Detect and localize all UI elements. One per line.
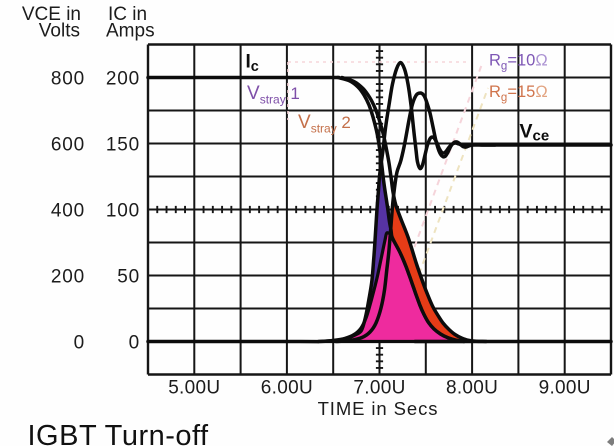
svg-text:Rg=15Ω: Rg=15Ω (489, 83, 548, 104)
svg-text:Volts: Volts (39, 21, 80, 42)
svg-text:TIME in Secs: TIME in Secs (318, 398, 439, 419)
svg-text:5.00U: 5.00U (168, 378, 220, 399)
svg-text:9.00U: 9.00U (539, 378, 591, 399)
svg-text:150: 150 (106, 135, 140, 156)
svg-text:Amps: Amps (106, 21, 155, 42)
svg-text:200: 200 (51, 267, 85, 288)
svg-text:IC in: IC in (108, 4, 147, 25)
svg-text:0: 0 (129, 333, 140, 354)
svg-text:400: 400 (51, 201, 85, 222)
svg-text:8.00U: 8.00U (446, 378, 498, 399)
svg-text:VCE in: VCE in (22, 4, 81, 25)
svg-text:50: 50 (117, 267, 140, 288)
svg-text:200: 200 (106, 69, 140, 90)
svg-text:IGBT Turn-off: IGBT Turn-off (28, 420, 210, 446)
svg-text:6.00U: 6.00U (261, 378, 313, 399)
svg-text:0: 0 (74, 333, 85, 354)
svg-text:600: 600 (51, 135, 85, 156)
svg-text:Rg=10Ω: Rg=10Ω (489, 52, 548, 73)
svg-text:100: 100 (106, 201, 140, 222)
svg-text:7.00U: 7.00U (353, 378, 405, 399)
svg-text:800: 800 (51, 69, 85, 90)
